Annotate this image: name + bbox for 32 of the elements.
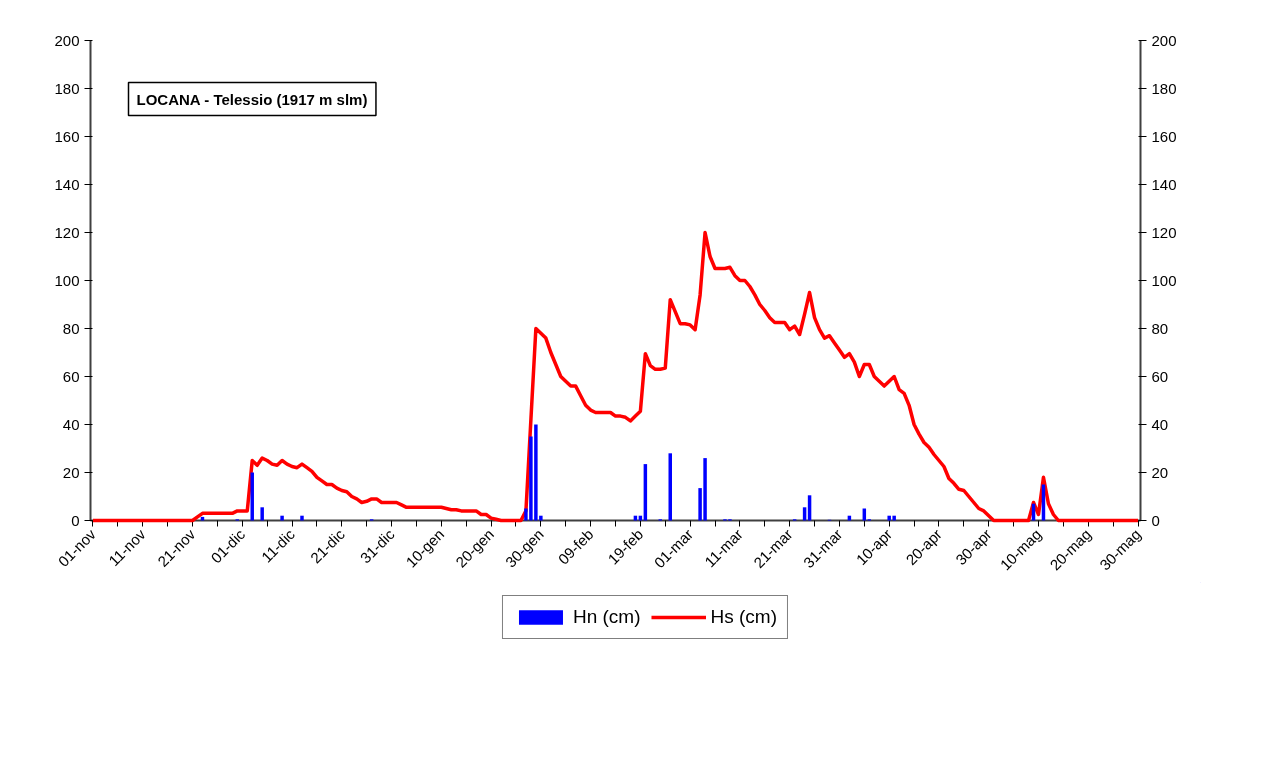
y-tick-label: 140 (54, 175, 80, 193)
y-tick-label: 0 (71, 511, 80, 529)
y-tick-label: 160 (54, 127, 80, 145)
y-tick-label: 120 (54, 223, 80, 241)
legend-label: Hs (cm) (710, 606, 778, 628)
y-tick-label: 80 (62, 319, 80, 337)
y2-tick-label: 60 (1151, 367, 1169, 385)
y2-tick-label: 140 (1151, 175, 1177, 193)
y2-tick-label: 80 (1151, 319, 1169, 337)
y2-tick-label: 200 (1151, 31, 1177, 49)
y2-tick-label: 160 (1151, 127, 1177, 145)
bar (802, 507, 807, 521)
text: LOCANA - Telessio (1917 m slm) (136, 90, 368, 108)
y2-tick-label: 40 (1151, 415, 1169, 433)
y2-tick-label: 100 (1151, 271, 1177, 289)
bar (250, 472, 254, 521)
y2-tick-label: 120 (1151, 223, 1177, 241)
legend-label: Hn (cm) (572, 606, 641, 628)
y-tick-label: 60 (62, 367, 80, 385)
bar (200, 516, 205, 521)
y-tick-label: 200 (54, 31, 80, 49)
bar (280, 515, 284, 521)
y-tick-label: 100 (54, 271, 80, 289)
y-tick-label: 40 (62, 415, 80, 433)
bar (668, 453, 672, 521)
y2-tick-label: 0 (1151, 511, 1160, 529)
y-tick-label: 20 (62, 463, 80, 481)
bar (260, 507, 264, 521)
y2-tick-label: 20 (1151, 463, 1169, 481)
bar (300, 515, 304, 521)
y-tick-label: 180 (54, 79, 80, 97)
y2-tick-label: 180 (1151, 79, 1177, 97)
